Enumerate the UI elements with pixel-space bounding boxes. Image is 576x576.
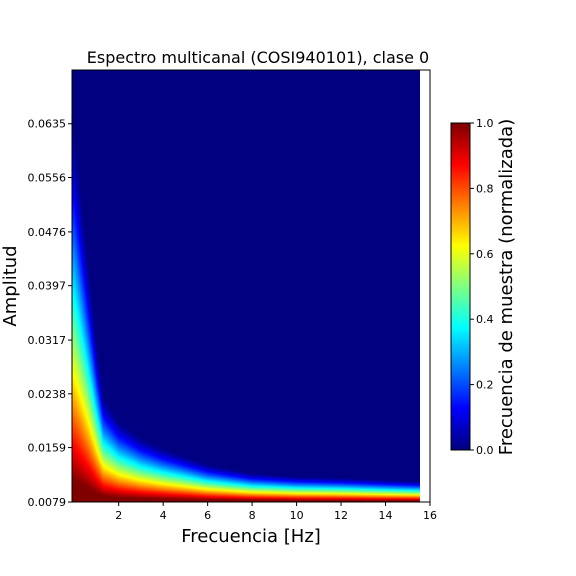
y-tick-label: 0.0079 bbox=[28, 496, 67, 509]
x-tick-label: 6 bbox=[204, 509, 211, 522]
y-tick-label: 0.0238 bbox=[28, 388, 67, 401]
plot-area bbox=[71, 69, 431, 503]
colorbar-tick-label: 1.0 bbox=[476, 117, 494, 130]
x-tick-label: 4 bbox=[160, 509, 167, 522]
x-tick-label: 16 bbox=[423, 509, 437, 522]
colorbar: 0.0 0.2 0.4 0.6 0.8 1.0 Frecuencia de muestra… bbox=[450, 117, 517, 457]
x-tick-label: 10 bbox=[290, 509, 304, 522]
chart-title: Espectro multicanal (COSI940101), clase … bbox=[87, 48, 429, 67]
colorbar-tick-label: 0.8 bbox=[476, 182, 494, 195]
x-axis-label: Frecuencia [Hz] bbox=[181, 526, 321, 547]
colorbar-tick-label: 0.6 bbox=[476, 248, 494, 261]
colorbar-frame bbox=[450, 122, 471, 451]
x-tick-label: 2 bbox=[115, 509, 122, 522]
x-tick-label: 8 bbox=[249, 509, 256, 522]
colorbar-gradient bbox=[451, 123, 470, 450]
y-tick-label: 0.0635 bbox=[28, 118, 67, 131]
y-tick-label: 0.0397 bbox=[28, 280, 67, 293]
y-tick-label: 0.0476 bbox=[28, 226, 67, 239]
y-axis-ticks: 0.0079 0.0159 0.0238 0.0317 0.0397 0.0476 0.05… bbox=[28, 118, 72, 509]
colorbar-ticks: 0.0 0.2 0.4 0.6 0.8 1.0 bbox=[470, 117, 494, 457]
colorbar-label: Frecuencia de muestra (normalizada) bbox=[496, 119, 517, 455]
y-tick-label: 0.0159 bbox=[28, 442, 67, 455]
colorbar-tick-label: 0.4 bbox=[476, 313, 494, 326]
heatmap-image bbox=[72, 70, 420, 502]
x-tick-label: 14 bbox=[379, 509, 393, 522]
x-tick-label: 12 bbox=[334, 509, 348, 522]
y-tick-label: 0.0317 bbox=[28, 334, 67, 347]
colorbar-tick-label: 0.2 bbox=[476, 379, 494, 392]
x-axis-ticks: 2 4 6 8 10 12 14 16 bbox=[115, 502, 437, 522]
y-tick-label: 0.0556 bbox=[28, 171, 67, 184]
y-axis-label: Amplitud bbox=[0, 245, 21, 326]
colorbar-tick-label: 0.0 bbox=[476, 444, 494, 457]
